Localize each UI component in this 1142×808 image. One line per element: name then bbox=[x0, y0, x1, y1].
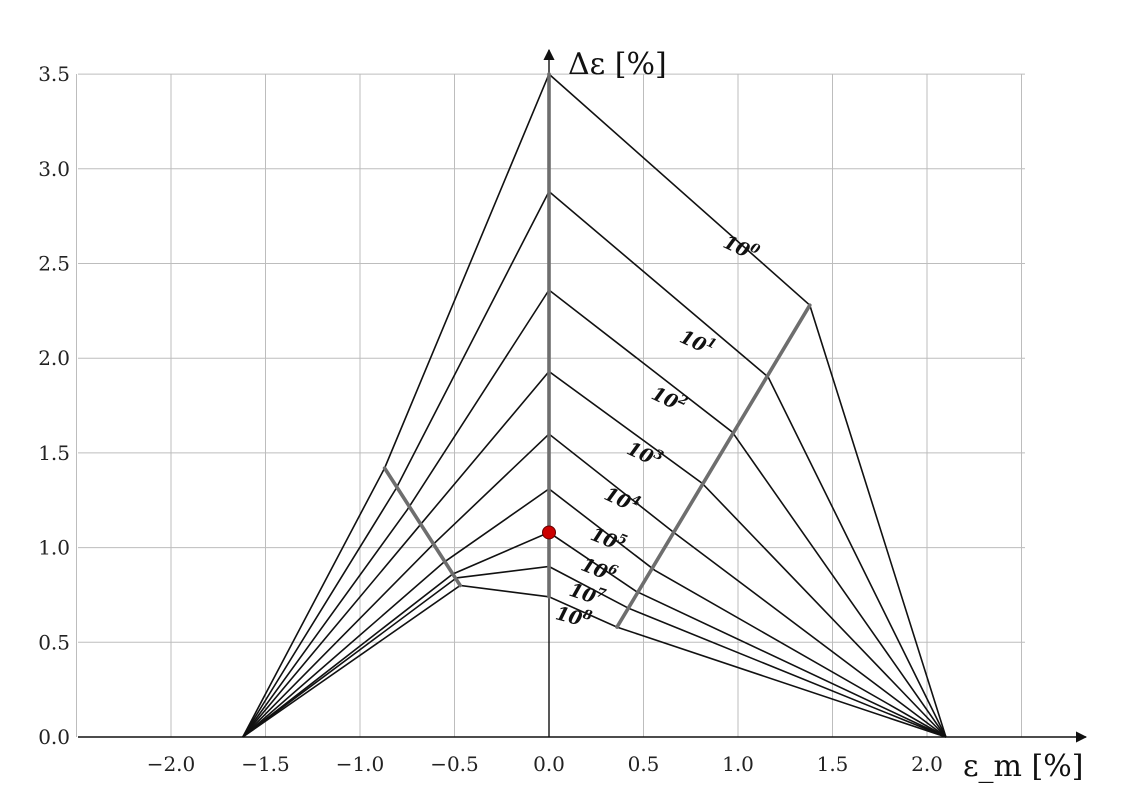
x-tick-label: 2.0 bbox=[911, 752, 943, 776]
guide-lines bbox=[382, 72, 812, 629]
data-point-marker bbox=[542, 525, 556, 540]
series-label-10e5: 105 bbox=[587, 521, 629, 557]
y-axis-label: Δε [%] bbox=[568, 47, 667, 82]
x-tick-label: 0.5 bbox=[628, 752, 660, 776]
guide-line bbox=[382, 466, 463, 588]
x-tick-label: −1.0 bbox=[336, 752, 385, 776]
series-line-10e2 bbox=[242, 288, 947, 738]
x-tick-label: −0.5 bbox=[430, 752, 479, 776]
x-tick-label: −2.0 bbox=[147, 752, 196, 776]
y-tick-label: 0.5 bbox=[38, 630, 70, 654]
series-label-10e0: 100 bbox=[720, 229, 762, 266]
y-tick-label: 2.0 bbox=[38, 346, 70, 370]
y-tick-label: 2.5 bbox=[38, 252, 70, 276]
x-tick-labels: −2.0 −1.5 −1.0 −0.5 0.0 0.5 1.0 1.5 2.0 bbox=[147, 752, 943, 776]
series-label-10e4: 104 bbox=[601, 481, 643, 518]
x-tick-label: 1.5 bbox=[817, 752, 849, 776]
x-axis-label: ε_m [%] bbox=[963, 749, 1083, 784]
marker-group bbox=[542, 525, 556, 540]
y-tick-label: 0.0 bbox=[38, 725, 70, 749]
y-tick-label: 3.0 bbox=[38, 157, 70, 181]
series-line-10e8 bbox=[242, 584, 947, 738]
guide-line bbox=[615, 303, 812, 629]
x-tick-label: 0.0 bbox=[533, 752, 565, 776]
y-tick-label: 3.5 bbox=[38, 62, 70, 86]
axes bbox=[78, 48, 1088, 743]
series-label-10e2: 102 bbox=[648, 381, 690, 418]
y-tick-labels: 0.0 0.5 1.0 1.5 2.0 2.5 3.0 3.5 bbox=[38, 62, 70, 749]
x-tick-label: 1.0 bbox=[722, 752, 754, 776]
series-lines bbox=[242, 72, 947, 738]
series-line-10e3 bbox=[242, 370, 947, 738]
y-tick-label: 1.0 bbox=[38, 536, 70, 560]
y-tick-label: 1.5 bbox=[38, 441, 70, 465]
x-tick-label: −1.5 bbox=[241, 752, 290, 776]
